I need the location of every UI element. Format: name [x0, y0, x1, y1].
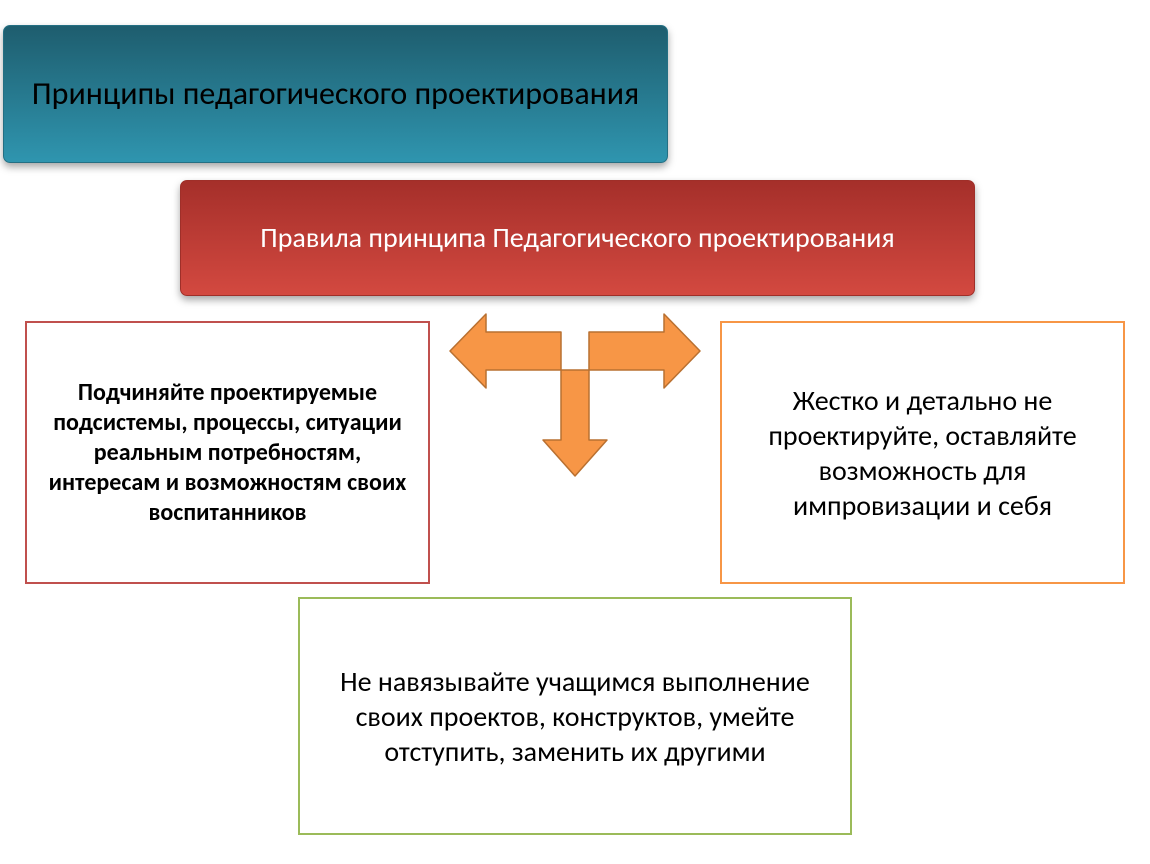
subheader-box: Правила принципа Педагогического проекти… [180, 180, 975, 296]
header-box: Принципы педагогического проектирования [3, 25, 668, 163]
left-rule-box: Подчиняйте проектируемые подсистемы, про… [25, 321, 430, 584]
header-text: Принципы педагогического проектирования [32, 75, 639, 113]
left-rule-text: Подчиняйте проектируемые подсистемы, про… [41, 378, 414, 528]
right-rule-text: Жестко и детально не проектируйте, остав… [740, 383, 1105, 523]
right-rule-box: Жестко и детально не проектируйте, остав… [720, 321, 1125, 584]
subheader-text: Правила принципа Педагогического проекти… [260, 221, 894, 255]
three-way-arrow-icon [448, 312, 702, 479]
bottom-rule-text: Не навязывайте учащимся выполнение своих… [318, 664, 832, 769]
arrow-path [450, 314, 700, 476]
bottom-rule-box: Не навязывайте учащимся выполнение своих… [298, 597, 852, 835]
